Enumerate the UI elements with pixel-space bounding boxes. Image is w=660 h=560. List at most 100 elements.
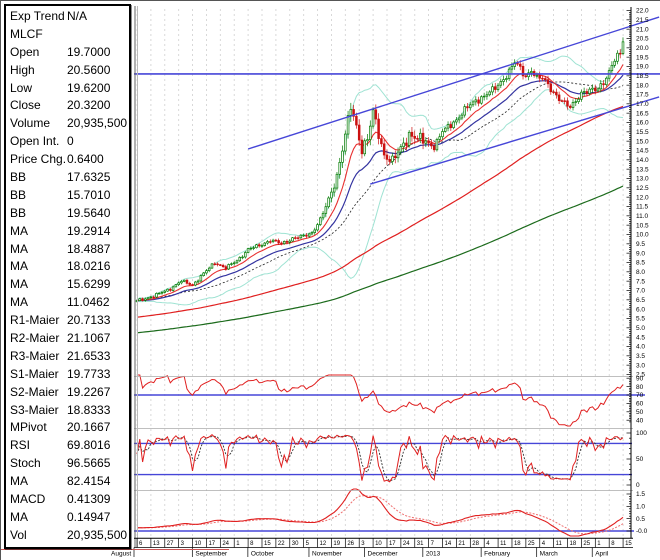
field-value: 19.2914 [67, 223, 111, 238]
field-value: 19.7000 [67, 44, 111, 59]
svg-text:0.5: 0.5 [636, 516, 645, 523]
data-row: MA 11.0462 [6, 294, 129, 312]
svg-text:21.5: 21.5 [636, 17, 649, 24]
svg-text:24: 24 [403, 541, 410, 547]
field-label: Open [10, 44, 40, 59]
svg-text:11: 11 [556, 541, 563, 547]
data-row: Low 19.6200 [6, 80, 129, 98]
field-label: Vol [10, 527, 27, 542]
svg-text:14: 14 [445, 541, 452, 547]
data-row: Close 20.3200 [6, 97, 129, 115]
field-value: 0.14947 [67, 509, 111, 524]
svg-text:0: 0 [636, 482, 640, 489]
svg-text:2013: 2013 [426, 551, 441, 558]
trend-lines [134, 16, 660, 532]
bollinger-bands [136, 46, 624, 306]
svg-text:26: 26 [347, 541, 354, 547]
svg-text:40: 40 [636, 417, 644, 424]
svg-text:1: 1 [236, 541, 240, 547]
data-row: R3-Maier 21.6533 [6, 348, 129, 366]
data-row: Exp Trend N/A [6, 8, 129, 26]
stoch-k-line [136, 434, 624, 483]
data-row: MA 19.2914 [6, 223, 129, 241]
svg-text:February: February [484, 551, 511, 558]
data-row: Vol 20,935,500 [6, 527, 129, 545]
svg-text:3.5: 3.5 [636, 353, 645, 360]
field-label: R1-Maier [10, 313, 60, 328]
field-label: MPivot [10, 420, 47, 435]
data-row: S1-Maier 19.7733 [6, 366, 129, 384]
field-value: 20,935,500 [67, 527, 128, 542]
svg-text:August: August [111, 551, 131, 558]
field-value: 18.0216 [67, 259, 111, 274]
svg-text:3: 3 [181, 541, 185, 547]
svg-text:27: 27 [167, 541, 174, 547]
field-value: 21.6533 [67, 348, 111, 363]
svg-text:-0.0: -0.0 [636, 528, 648, 535]
stoch-signal-line [136, 435, 624, 482]
svg-text:13.0: 13.0 [636, 176, 649, 183]
svg-text:5.0: 5.0 [636, 325, 645, 332]
svg-text:12.5: 12.5 [636, 185, 649, 192]
field-value: 15.6299 [67, 277, 111, 292]
field-label: MLCF [10, 26, 43, 41]
field-label: Price Chg. [10, 152, 67, 167]
candlesticks [135, 37, 625, 303]
macd-line [136, 488, 624, 537]
ma-100-red [136, 105, 624, 318]
svg-text:October: October [251, 551, 275, 558]
data-row: BB 17.6325 [6, 169, 129, 187]
field-label: S3-Maier [10, 402, 59, 417]
data-row: BB 19.5640 [6, 205, 129, 223]
svg-text:21: 21 [458, 541, 465, 547]
field-value: 15.7010 [67, 187, 111, 202]
svg-text:31: 31 [417, 541, 424, 547]
svg-text:13: 13 [153, 541, 160, 547]
svg-text:7: 7 [431, 541, 435, 547]
field-label: Open Int. [10, 134, 60, 149]
svg-text:April: April [595, 551, 609, 558]
svg-text:22: 22 [278, 541, 285, 547]
field-value: 0.41309 [67, 492, 111, 507]
svg-text:60: 60 [636, 401, 644, 408]
field-label: BB [10, 187, 27, 202]
svg-text:2.5: 2.5 [636, 372, 645, 379]
svg-text:21.0: 21.0 [636, 26, 649, 33]
data-row: Volume 20,935,500 [6, 115, 129, 133]
data-row: BB 15.7010 [6, 187, 129, 205]
svg-text:12.0: 12.0 [636, 194, 649, 201]
price-axis: 22.0 21.5 21.0 20.5 20.0 19.5 19.0 18.5 18.0 17.5… [626, 7, 649, 538]
svg-text:4.5: 4.5 [636, 334, 645, 341]
svg-text:30: 30 [292, 541, 299, 547]
svg-text:1.5: 1.5 [636, 491, 645, 498]
svg-text:16.5: 16.5 [636, 110, 649, 117]
svg-text:12: 12 [320, 541, 327, 547]
svg-text:10.5: 10.5 [636, 222, 649, 229]
field-label: High [10, 62, 35, 77]
svg-text:50: 50 [636, 409, 644, 416]
field-value: 21.1067 [67, 331, 111, 346]
rsi-line [137, 374, 624, 427]
field-value: 19.5640 [67, 205, 111, 220]
field-value: 96.5665 [67, 456, 111, 471]
svg-text:28: 28 [472, 541, 479, 547]
data-row: MA 18.4887 [6, 241, 129, 259]
field-value: 18.4887 [67, 241, 111, 256]
field-value: 19.2267 [67, 384, 111, 399]
field-value: 20.3200 [67, 98, 111, 113]
field-label: MA [10, 474, 28, 489]
field-value: 69.8016 [67, 438, 111, 453]
svg-text:80: 80 [636, 384, 644, 391]
field-label: MA [10, 277, 28, 292]
data-window[interactable]: Exp Trend N/A MLCF Open 19.7000 High 20.5600 Lo… [4, 4, 131, 549]
svg-text:7.0: 7.0 [636, 288, 645, 295]
field-label: Low [10, 80, 33, 95]
svg-text:6.0: 6.0 [636, 306, 645, 313]
svg-text:18: 18 [514, 541, 521, 547]
svg-text:9.0: 9.0 [636, 250, 645, 257]
ma-21-navy [136, 74, 624, 302]
field-label: BB [10, 205, 27, 220]
svg-text:17.5: 17.5 [636, 92, 649, 99]
svg-text:24: 24 [222, 541, 229, 547]
